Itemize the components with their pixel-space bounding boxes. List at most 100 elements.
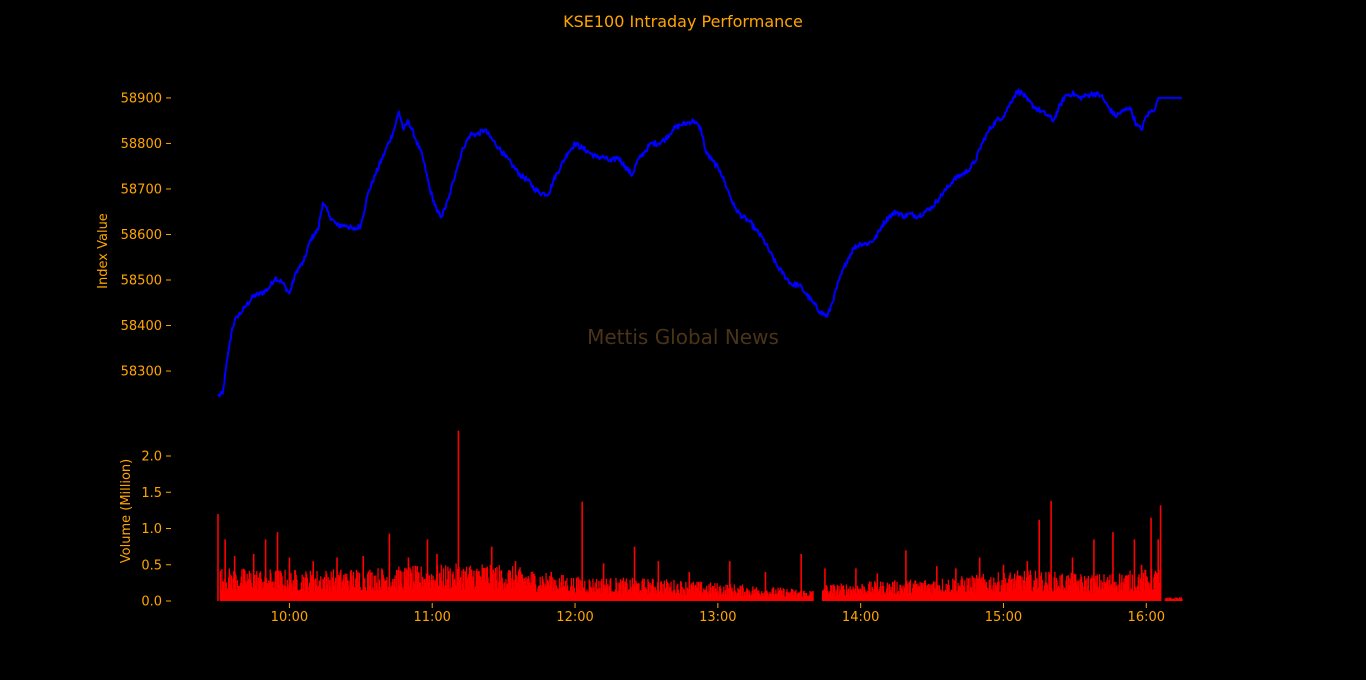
volume-bar — [1022, 579, 1025, 601]
volume-bar — [755, 588, 757, 601]
volume-bar — [500, 580, 502, 601]
volume-bar — [671, 592, 674, 601]
volume-bar — [404, 577, 407, 601]
volume-bar — [420, 566, 422, 601]
volume-bar — [498, 565, 500, 601]
volume-bar — [950, 589, 953, 601]
volume-bar — [440, 564, 442, 601]
volume-bar — [665, 587, 667, 601]
volume-bar — [384, 581, 386, 601]
volume-bar — [1124, 575, 1127, 601]
volume-bar — [254, 584, 256, 601]
volume-bar — [308, 582, 311, 601]
volume-bar — [827, 594, 830, 601]
volume-bar — [738, 589, 741, 601]
volume-bar — [239, 586, 241, 601]
volume-bar — [726, 594, 728, 601]
volume-bar — [959, 587, 961, 601]
volume-bar — [486, 566, 488, 601]
volume-bar — [833, 584, 835, 601]
volume-bar — [987, 587, 989, 601]
x-tick-label: 14:00 — [842, 610, 879, 625]
volume-bar — [691, 585, 694, 601]
volume-bar — [540, 585, 542, 601]
volume-bar — [1078, 580, 1080, 601]
volume-bar — [593, 591, 596, 601]
volume-bar — [926, 585, 929, 601]
volume-bar — [1166, 597, 1168, 601]
volume-bar — [770, 593, 772, 601]
volume-bar — [1173, 598, 1176, 601]
volume-bar — [387, 586, 390, 601]
volume-bar — [683, 588, 685, 601]
volume-bar — [576, 588, 578, 601]
volume-spike-bar — [1112, 532, 1114, 602]
volume-bar — [337, 574, 340, 601]
volume-spike-bar — [764, 572, 767, 601]
volume-bar — [948, 585, 950, 601]
volume-bar — [810, 592, 813, 601]
volume-bar — [711, 593, 713, 601]
index-line — [217, 88, 1182, 398]
volume-bar — [772, 587, 774, 601]
volume-bar — [421, 587, 423, 601]
volume-bar — [877, 592, 880, 601]
volume-bar — [630, 591, 633, 601]
volume-bar — [574, 591, 576, 601]
volume-spike-bar — [336, 557, 338, 601]
volume-bar — [1014, 573, 1016, 601]
volume-bar — [685, 594, 688, 601]
volume-bar — [1019, 575, 1022, 601]
volume-bar — [628, 589, 631, 601]
volume-bar — [842, 585, 845, 601]
volume-bar — [845, 584, 848, 601]
volume-bar — [856, 585, 859, 601]
volume-bar — [410, 572, 413, 601]
volume-bar — [678, 593, 680, 601]
volume-bar — [286, 579, 288, 601]
volume-bar — [923, 581, 926, 601]
volume-bar — [742, 587, 744, 601]
volume-bar — [369, 572, 372, 601]
volume-bar — [541, 576, 544, 601]
volume-bar — [543, 587, 546, 601]
volume-bar — [555, 585, 558, 601]
volume-bar — [693, 592, 695, 601]
volume-bar — [404, 567, 406, 601]
volume-bar — [559, 587, 561, 601]
price-y-tick-label: 58400 — [121, 319, 162, 334]
volume-bar — [766, 590, 768, 601]
volume-bar — [433, 587, 436, 601]
volume-bar — [268, 582, 271, 601]
volume-bar — [222, 581, 224, 601]
volume-bar — [517, 571, 520, 601]
volume-bar — [257, 577, 259, 601]
volume-bar — [1074, 574, 1076, 601]
volume-bar — [917, 583, 919, 601]
volume-bar — [359, 586, 361, 601]
volume-bar — [971, 575, 973, 601]
volume-bar — [229, 573, 231, 601]
volume-bar — [375, 575, 377, 601]
volume-bar — [667, 592, 669, 601]
volume-bar — [558, 589, 560, 601]
volume-bar — [1103, 574, 1105, 601]
volume-bar — [963, 587, 965, 601]
volume-bar — [395, 569, 398, 601]
volume-bar — [642, 582, 645, 601]
volume-bar — [419, 582, 422, 601]
price-y-tick-label: 58900 — [121, 91, 162, 106]
volume-bar — [743, 595, 745, 601]
volume-bar — [1156, 573, 1158, 601]
volume-bar — [551, 592, 553, 601]
volume-bar — [712, 585, 714, 601]
volume-bar — [523, 581, 525, 601]
volume-bar — [567, 585, 569, 601]
volume-bar — [422, 576, 424, 601]
volume-bar — [875, 586, 877, 601]
volume-bar — [1084, 580, 1087, 601]
volume-bar — [1142, 572, 1145, 601]
volume-bar — [405, 568, 407, 601]
volume-bar — [716, 583, 718, 601]
volume-bar — [1013, 583, 1015, 601]
